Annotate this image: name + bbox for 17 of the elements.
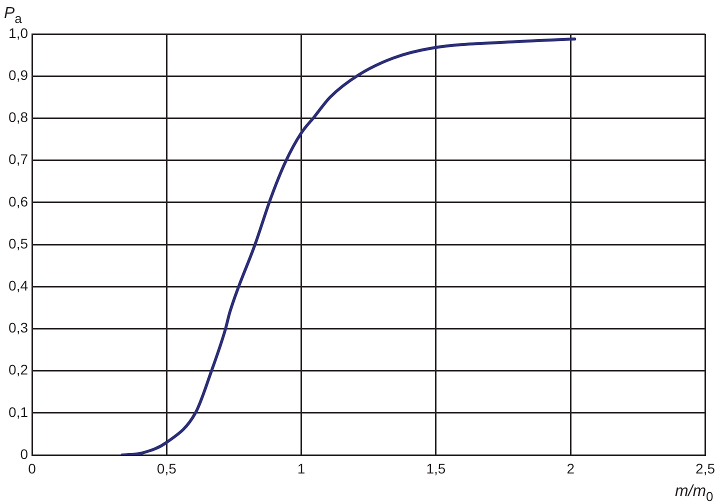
y-tick-label: 0,5 — [8, 235, 28, 252]
x-tick-label: 2 — [566, 460, 575, 476]
y-tick-label: 0,1 — [8, 404, 28, 420]
y-tick-label: 0,2 — [8, 362, 28, 378]
y-tick-label: 0,6 — [8, 193, 28, 210]
y-tick-label: 0 — [20, 446, 28, 462]
y-tick-label: 0,7 — [8, 151, 28, 168]
line-series — [120, 38, 576, 455]
y-tick-label: 0,4 — [8, 277, 28, 294]
x-tick-label: 2,5 — [696, 460, 716, 476]
x-tick-label: 0,5 — [156, 460, 177, 476]
y-tick-label: 0,9 — [8, 66, 28, 83]
y-tick-label: 0,3 — [8, 320, 28, 336]
y-tick-label: 1,0 — [8, 24, 28, 41]
x-tick-label: 1,5 — [426, 460, 446, 476]
y-tick-label: 0,8 — [8, 109, 28, 126]
x-tick-label: 1 — [297, 460, 306, 476]
